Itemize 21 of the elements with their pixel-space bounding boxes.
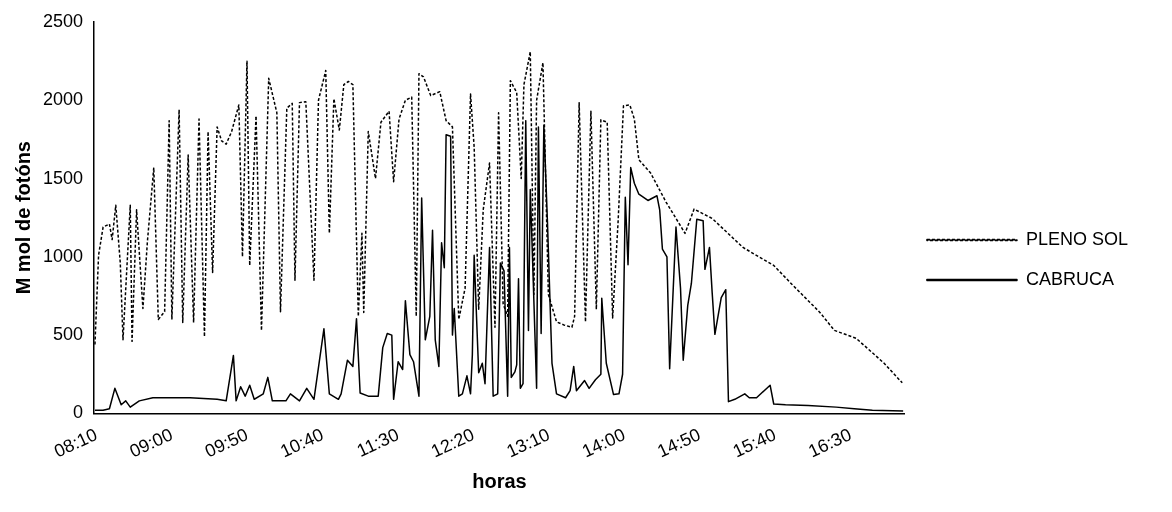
x-tick-label: 14:50 <box>654 424 704 462</box>
x-tick-label: 09:00 <box>126 424 176 462</box>
x-tick-label: 10:40 <box>277 424 327 462</box>
x-tick-label: 09:50 <box>201 424 252 462</box>
legend-label: CABRUCA <box>1025 268 1114 289</box>
y-tick-label: 2000 <box>43 89 84 110</box>
y-axis-title: M mol de fotóns <box>11 141 34 295</box>
x-tick-label: 08:10 <box>50 424 101 462</box>
x-tick-label: 11:30 <box>353 424 402 461</box>
legend-label: PLENO SOL <box>1025 228 1129 249</box>
y-tick-label: 0 <box>73 402 84 423</box>
y-tick-label: 1500 <box>43 167 84 188</box>
x-tick-label: 14:00 <box>578 424 629 462</box>
x-tick-label: 15:40 <box>729 424 780 462</box>
x-axis-title: horas <box>472 469 527 492</box>
y-tick-label: 1000 <box>43 245 84 266</box>
y-tick-label: 2500 <box>43 10 84 31</box>
x-tick-label: 13:10 <box>503 424 553 462</box>
x-tick-label: 12:20 <box>428 424 478 462</box>
x-tick-label: 16:30 <box>805 424 855 462</box>
y-tick-label: 500 <box>53 324 84 345</box>
